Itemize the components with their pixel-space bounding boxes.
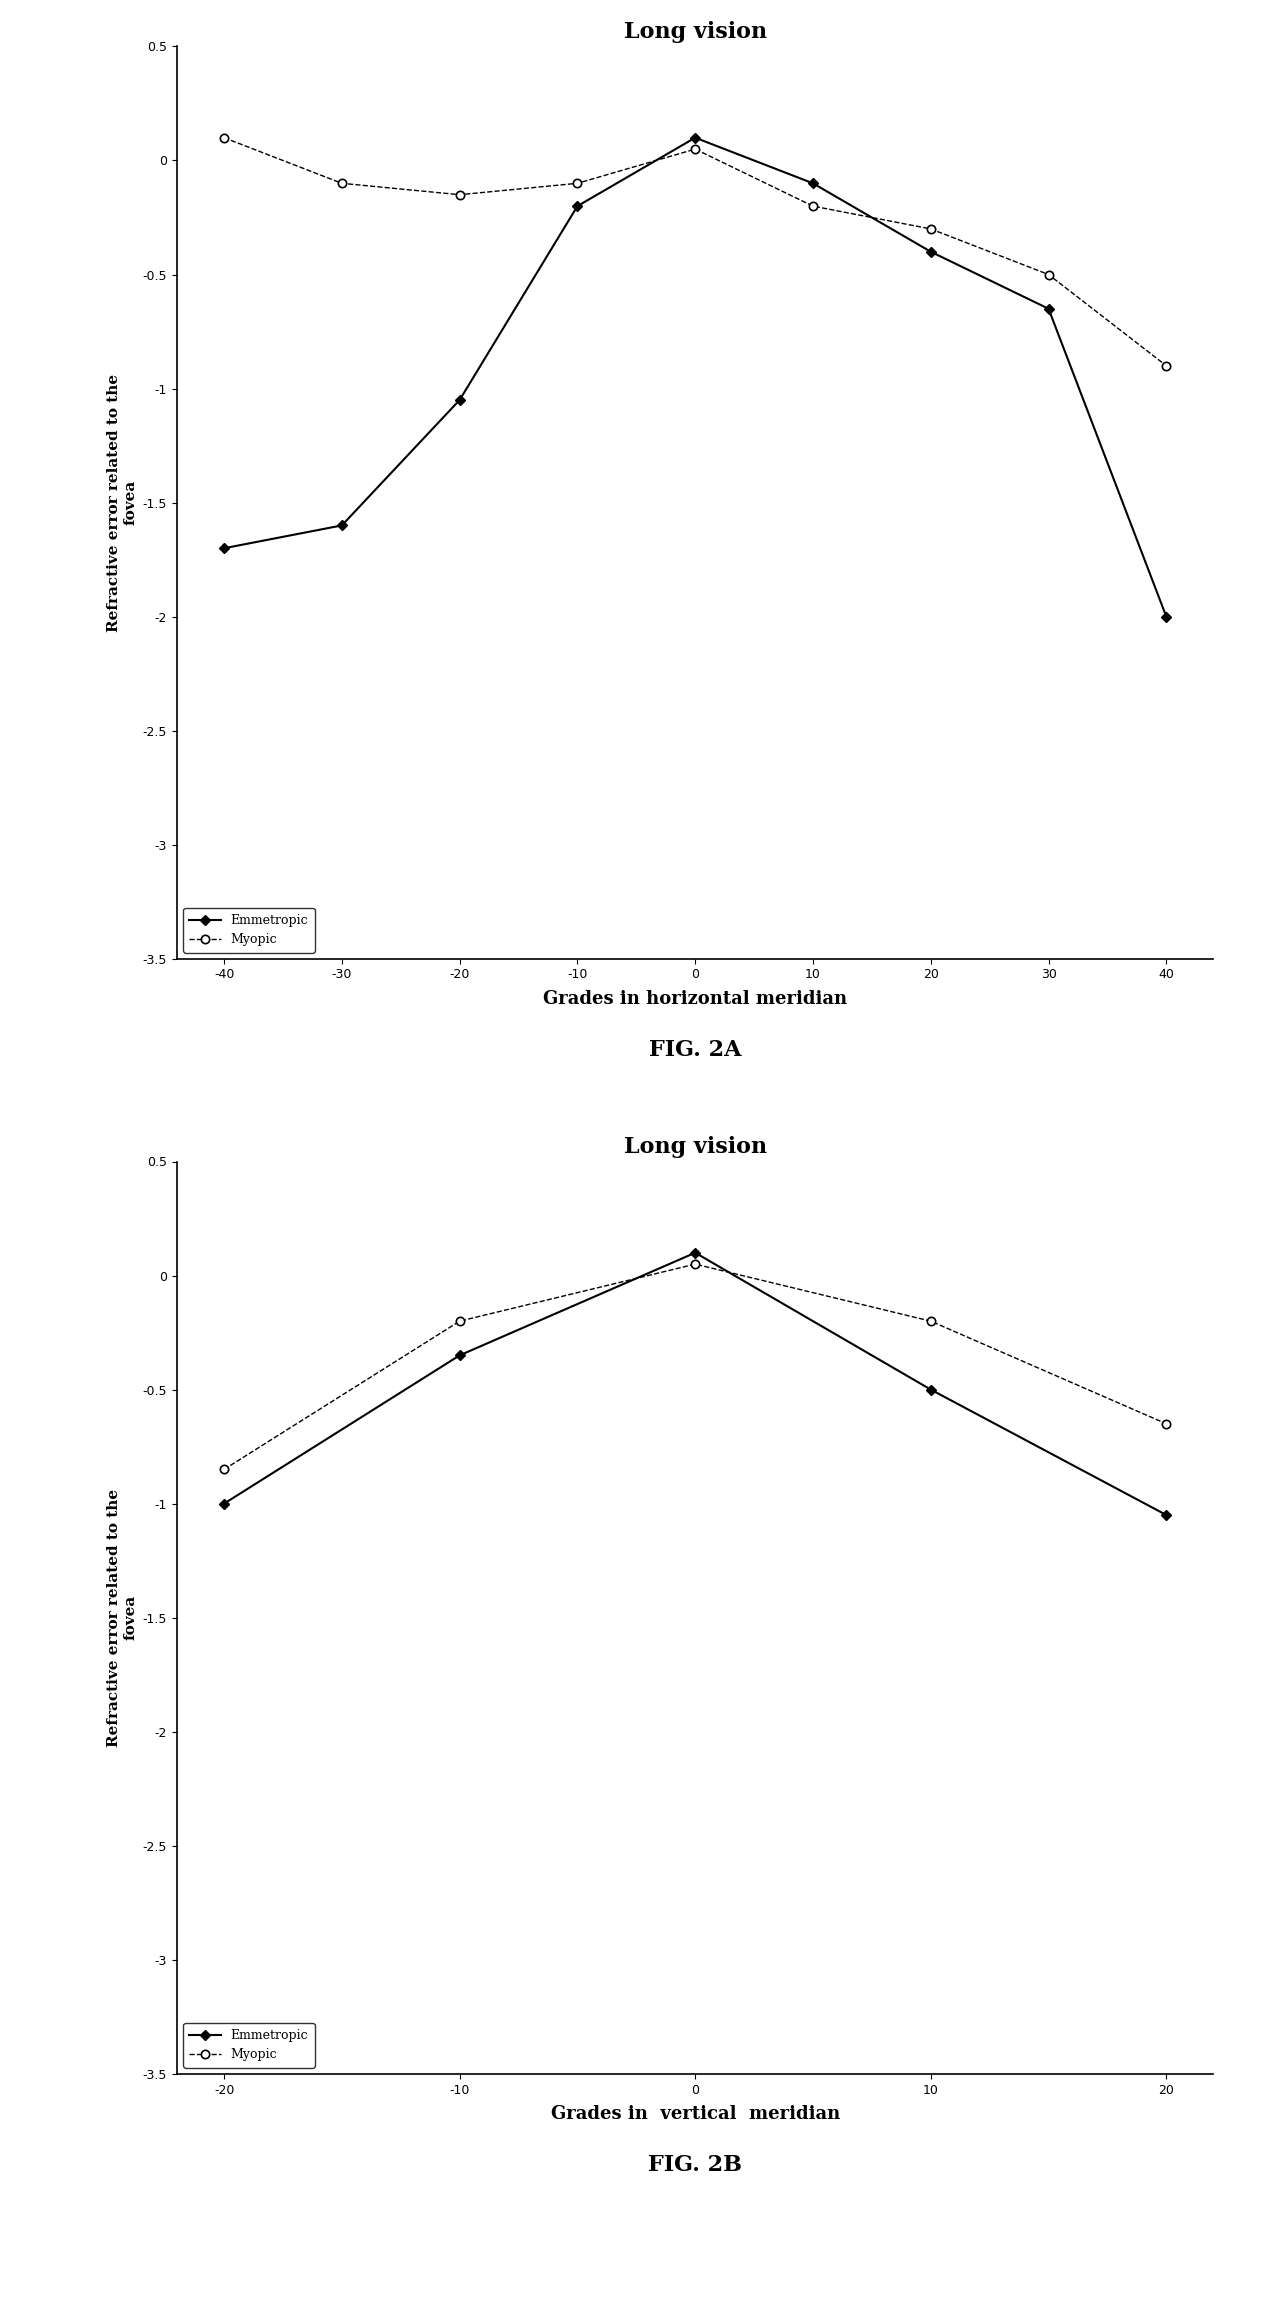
Emmetropic [923, 237, 938, 265]
X-axis label: Grades in horizontal meridian: Grades in horizontal meridian [544, 990, 847, 1008]
Myopic [1159, 351, 1174, 379]
Emmetropic [688, 123, 703, 151]
Line: Myopic: Myopic [220, 132, 1170, 369]
Myopic [923, 1308, 938, 1336]
Line: Myopic: Myopic [220, 1259, 1170, 1473]
Y-axis label: Refractive error related to the
fovea: Refractive error related to the fovea [107, 1489, 138, 1747]
Text: FIG. 2B: FIG. 2B [648, 2153, 742, 2177]
Legend: Emmetropic, Myopic: Emmetropic, Myopic [183, 908, 315, 952]
Emmetropic [216, 1489, 231, 1517]
Emmetropic [216, 534, 231, 562]
Myopic [688, 1250, 703, 1278]
Line: Emmetropic: Emmetropic [221, 1250, 1169, 1519]
Title: Long vision: Long vision [623, 21, 767, 44]
Myopic [216, 1457, 231, 1484]
Emmetropic [688, 1238, 703, 1266]
Myopic [453, 181, 468, 209]
Emmetropic [1042, 295, 1057, 323]
Emmetropic [453, 1340, 468, 1368]
Myopic [453, 1308, 468, 1336]
Line: Emmetropic: Emmetropic [221, 135, 1169, 620]
Emmetropic [805, 170, 820, 197]
Legend: Emmetropic, Myopic: Emmetropic, Myopic [183, 2023, 315, 2067]
Myopic [688, 135, 703, 163]
Emmetropic [570, 193, 585, 221]
Emmetropic [334, 511, 349, 539]
Y-axis label: Refractive error related to the
fovea: Refractive error related to the fovea [107, 374, 138, 632]
Text: FIG. 2A: FIG. 2A [648, 1038, 742, 1062]
Emmetropic [453, 386, 468, 413]
Myopic [1159, 1410, 1174, 1438]
X-axis label: Grades in  vertical  meridian: Grades in vertical meridian [551, 2105, 839, 2123]
Title: Long vision: Long vision [623, 1136, 767, 1159]
Myopic [1042, 260, 1057, 288]
Myopic [334, 170, 349, 197]
Myopic [923, 216, 938, 244]
Myopic [570, 170, 585, 197]
Emmetropic [1159, 602, 1174, 630]
Myopic [216, 123, 231, 151]
Emmetropic [923, 1375, 938, 1403]
Myopic [805, 193, 820, 221]
Emmetropic [1159, 1501, 1174, 1529]
